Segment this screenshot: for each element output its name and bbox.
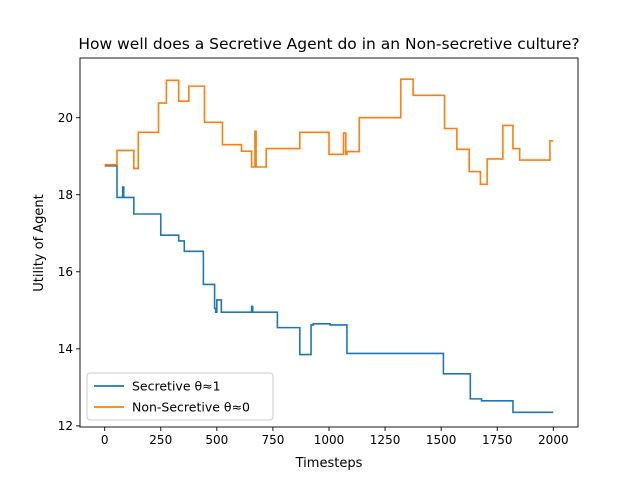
legend-box [86, 372, 274, 421]
x-axis-title: Timesteps [295, 456, 363, 471]
x-tick-label: 500 [205, 433, 228, 447]
x-tick-label: 1000 [314, 433, 345, 447]
legend-label-2: Non-Secretive θ≈0 [132, 400, 250, 415]
x-tick-label: 1500 [426, 433, 457, 447]
legend: Secretive θ≈1 Non-Secretive θ≈0 [86, 372, 274, 421]
x-tick-label: 0 [101, 433, 109, 447]
x-tick-label: 2000 [538, 433, 569, 447]
plot-area: 0 250 500 750 1000 1250 1500 1750 2000 12 14 16 18 20 [58, 57, 579, 447]
series-line-1 [104, 165, 554, 414]
chart-title: How well does a Secretive Agent do in an… [78, 35, 579, 53]
y-axis-title: Utility of Agent [32, 194, 47, 292]
series-line-2 [104, 78, 554, 186]
y-tick-label: 20 [58, 111, 73, 125]
x-tick-label: 1250 [370, 433, 401, 447]
legend-label-1: Secretive θ≈1 [132, 379, 221, 394]
y-tick-label: 18 [58, 188, 73, 202]
y-tick-label: 16 [58, 265, 73, 279]
x-tick-label: 1750 [482, 433, 513, 447]
y-tick-label: 14 [58, 342, 73, 356]
y-tick-label: 12 [58, 419, 73, 433]
x-tick-label: 250 [149, 433, 172, 447]
x-tick-label: 750 [261, 433, 284, 447]
